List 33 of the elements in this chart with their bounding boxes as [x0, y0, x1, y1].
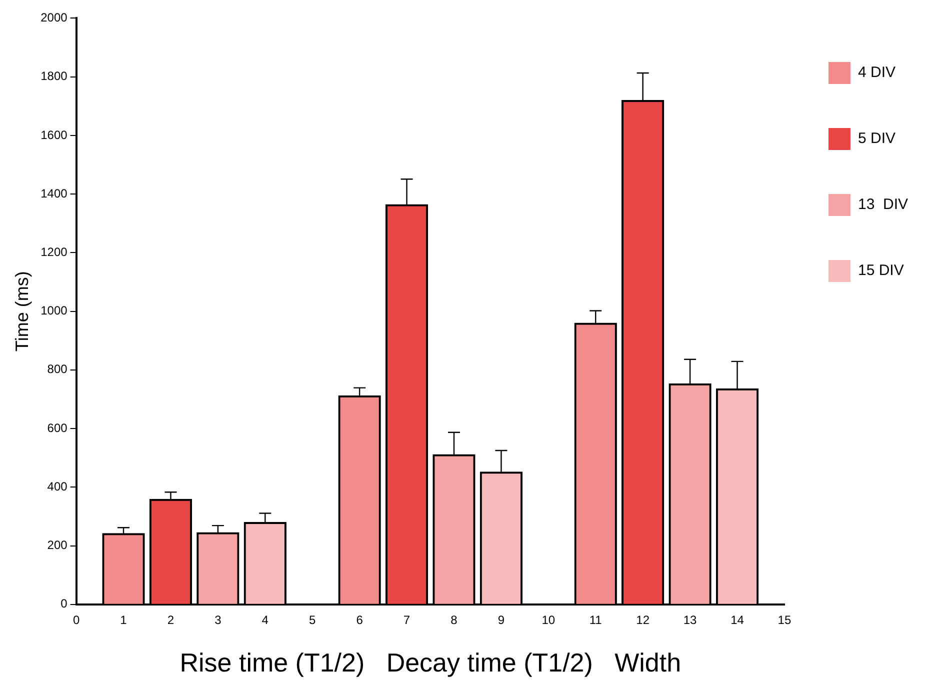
- legend-label: 15 DIV: [858, 262, 904, 280]
- legend-label: 4 DIV: [858, 64, 896, 82]
- y-axis-title: Time (ms): [12, 271, 32, 352]
- legend-label: 13 DIV: [858, 196, 908, 214]
- x-tick-label: 2: [167, 612, 174, 627]
- x-tick-label: 12: [636, 612, 650, 627]
- x-tick-label: 0: [72, 612, 80, 627]
- x-tick-label: 15: [778, 612, 792, 627]
- y-tick-label: 1000: [40, 304, 68, 318]
- y-tick-label: 1200: [40, 244, 68, 259]
- y-tick-label: 0: [60, 596, 68, 611]
- y-tick-label: 200: [47, 538, 68, 552]
- y-tick-label: 1800: [40, 69, 68, 84]
- x-tick-label: 9: [498, 612, 505, 627]
- x-tick-label: 3: [214, 612, 222, 627]
- x-axis-title: Rise time (T1/2) Decay time (T1/2) Width: [180, 648, 682, 678]
- x-tick-label: 10: [542, 612, 556, 627]
- y-tick-label: 1400: [40, 186, 68, 200]
- x-tick-label: 1: [120, 612, 128, 627]
- y-tick-label: 1600: [40, 128, 68, 142]
- x-tick-label: 11: [589, 612, 602, 627]
- x-tick-label: 4: [262, 612, 269, 627]
- x-tick-label: 7: [403, 612, 410, 627]
- x-tick-label: 8: [450, 612, 458, 627]
- x-tick-label: 5: [309, 612, 316, 627]
- x-tick-label: 13: [683, 612, 698, 627]
- y-tick-label: 600: [47, 420, 68, 435]
- x-tick-label: 14: [730, 612, 744, 627]
- y-tick-label: 400: [47, 479, 68, 494]
- x-tick-label: 6: [356, 612, 364, 627]
- y-tick-label: 800: [47, 362, 68, 376]
- y-tick-label: 2000: [40, 10, 68, 25]
- legend-label: 5 DIV: [858, 130, 896, 148]
